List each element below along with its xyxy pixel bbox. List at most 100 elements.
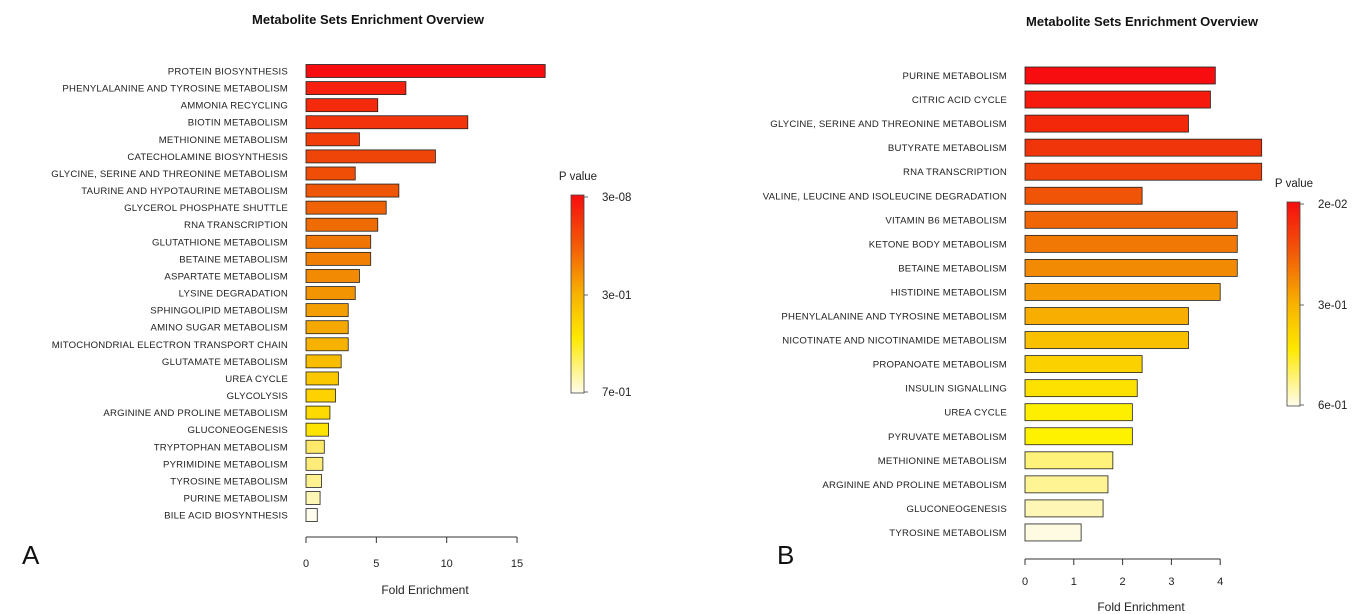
bar — [1024, 403, 1133, 422]
bar — [305, 405, 331, 420]
category-label: BETAINE METABOLISM — [898, 263, 1007, 274]
bar — [305, 64, 546, 78]
category-label: UREA CYCLE — [944, 408, 1007, 419]
legend-colorbar — [1286, 201, 1301, 407]
legend-label-mid: 3e-01 — [602, 290, 631, 302]
category-label: TYROSINE METABOLISM — [889, 528, 1007, 539]
category-label: BIOTIN METABOLISM — [188, 118, 288, 129]
category-label: SPHINGOLIPID METABOLISM — [150, 306, 288, 317]
x-tick-label: 4 — [1217, 576, 1223, 588]
bar — [1024, 114, 1189, 133]
legend-colorbar — [570, 194, 585, 394]
category-label: PROPANOATE METABOLISM — [873, 360, 1007, 371]
bar — [305, 388, 336, 403]
legend-label-top: 3e-08 — [602, 192, 631, 204]
legend-label-bottom: 7e-01 — [602, 387, 631, 399]
bar — [1024, 307, 1189, 325]
category-label: GLUTAMATE METABOLISM — [162, 357, 288, 368]
category-label: KETONE BODY METABOLISM — [869, 239, 1007, 250]
bar — [305, 303, 349, 318]
category-label: GLUCONEOGENESIS — [187, 425, 288, 436]
x-tick-label: 1 — [1071, 576, 1077, 588]
bar — [305, 422, 329, 437]
category-label: PHENYLALANINE AND TYROSINE METABOLISM — [781, 312, 1007, 323]
panel-label: B — [777, 540, 794, 570]
chart-a: Metabolite Sets Enrichment Overview PROTE… — [22, 12, 631, 597]
bar — [1024, 331, 1189, 349]
bar — [305, 491, 321, 505]
bar — [1024, 499, 1104, 518]
bar — [305, 149, 436, 164]
bar — [1024, 283, 1221, 301]
bar — [305, 217, 379, 232]
bar — [305, 474, 322, 488]
category-label: PURINE METABOLISM — [183, 494, 288, 505]
bar — [305, 456, 324, 471]
category-label: PURINE METABOLISM — [902, 71, 1007, 82]
category-label: LYSINE DEGRADATION — [179, 289, 288, 300]
bar — [305, 371, 339, 386]
category-label: HISTIDINE METABOLISM — [891, 287, 1007, 298]
x-tick-label: 2 — [1120, 576, 1126, 588]
x-tick-label: 0 — [303, 558, 309, 570]
legend-label-mid: 3e-01 — [1318, 300, 1347, 312]
legend-label-bottom: 6e-01 — [1318, 400, 1347, 412]
bar — [1024, 90, 1211, 109]
legend-title: P value — [1275, 178, 1313, 190]
category-label: PHENYLALANINE AND TYROSINE METABOLISM — [62, 84, 288, 95]
x-tick-label: 3 — [1168, 576, 1174, 588]
chart-panel-b: Metabolite Sets Enrichment Overview PURIN… — [677, 0, 1354, 614]
category-label: ASPARTATE METABOLISM — [164, 271, 288, 282]
category-label: GLUCONEOGENESIS — [906, 504, 1007, 515]
bar — [305, 81, 407, 95]
category-label: ARGININE AND PROLINE METABOLISM — [822, 480, 1007, 491]
category-label: CITRIC ACID CYCLE — [912, 95, 1007, 106]
bar — [1024, 475, 1109, 494]
category-label: RNA TRANSCRIPTION — [184, 220, 288, 231]
category-label: MITOCHONDRIAL ELECTRON TRANSPORT CHAIN — [52, 340, 288, 351]
bar — [1024, 427, 1133, 446]
category-label: UREA CYCLE — [225, 374, 288, 385]
chart-title: Metabolite Sets Enrichment Overview — [1026, 14, 1259, 29]
category-label: TAURINE AND HYPOTAURINE METABOLISM — [81, 186, 288, 197]
x-tick-label: 10 — [441, 558, 453, 570]
category-label: METHIONINE METABOLISM — [159, 135, 288, 146]
bar — [305, 439, 325, 454]
bar — [1024, 258, 1238, 277]
category-label: GLYCEROL PHOSPHATE SHUTTLE — [124, 203, 288, 214]
bar — [1024, 355, 1143, 374]
bar — [1024, 162, 1263, 181]
bar — [305, 251, 372, 266]
category-label: RNA TRANSCRIPTION — [903, 167, 1007, 178]
category-label: BETAINE METABOLISM — [179, 254, 288, 265]
category-label: PROTEIN BIOSYNTHESIS — [168, 67, 288, 78]
bar — [305, 508, 318, 522]
category-label: INSULIN SIGNALLING — [905, 384, 1007, 395]
bar — [1024, 186, 1143, 205]
category-label: BILE ACID BIOSYNTHESIS — [164, 511, 288, 522]
bar — [305, 269, 360, 283]
category-label: AMMONIA RECYCLING — [181, 101, 288, 112]
bar — [1024, 451, 1114, 470]
x-axis-label: Fold Enrichment — [381, 583, 469, 597]
bar — [305, 115, 469, 130]
category-label: TRYPTOPHAN METABOLISM — [154, 442, 288, 453]
category-label: GLUTATHIONE METABOLISM — [152, 237, 288, 248]
bar — [305, 166, 356, 181]
bar — [305, 98, 379, 113]
category-label: BUTYRATE METABOLISM — [888, 143, 1007, 154]
category-label: VALINE, LEUCINE AND ISOLEUCINE DEGRADATI… — [763, 191, 1007, 202]
category-label: AMINO SUGAR METABOLISM — [151, 323, 289, 334]
bar — [305, 320, 349, 335]
bar — [305, 183, 400, 198]
bar — [305, 132, 360, 147]
x-tick-label: 15 — [511, 558, 523, 570]
category-label: METHIONINE METABOLISM — [878, 456, 1007, 467]
x-axis-label: Fold Enrichment — [1097, 600, 1185, 614]
bar — [1024, 523, 1082, 542]
x-tick-label: 0 — [1022, 576, 1028, 588]
category-label: PYRUVATE METABOLISM — [888, 432, 1007, 443]
category-label: PYRIMIDINE METABOLISM — [163, 459, 288, 470]
category-label: TYROSINE METABOLISM — [170, 476, 288, 487]
bar — [1024, 234, 1238, 253]
